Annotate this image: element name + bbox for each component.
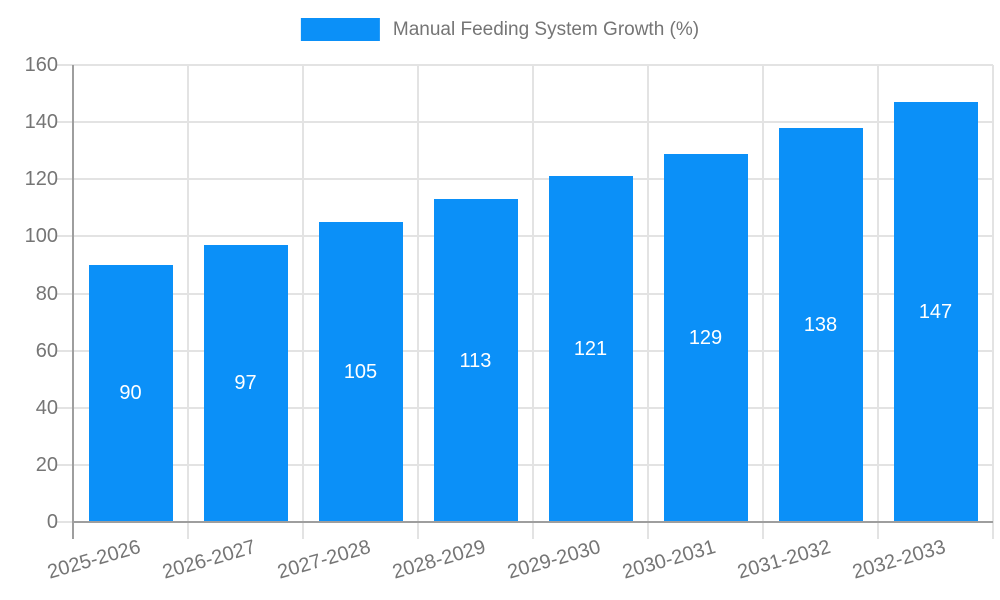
bar-value-label: 138 [803, 313, 838, 336]
bar: 113 [433, 199, 518, 522]
y-tick-label: 140 [24, 111, 58, 134]
y-tick-label: 100 [24, 225, 58, 248]
y-axis-tick [56, 235, 73, 238]
bar: 97 [203, 244, 288, 522]
y-axis-tick [56, 349, 73, 352]
chart-legend: Manual Feeding System Growth (%) [300, 18, 700, 41]
x-axis-line [73, 521, 993, 523]
bar-value-label: 113 [459, 349, 492, 372]
gridline-vertical [647, 65, 649, 522]
bar-value-label: 129 [688, 326, 723, 349]
legend-label: Manual Feeding System Growth (%) [392, 18, 700, 40]
x-axis-tick [417, 522, 419, 539]
bar: 105 [318, 222, 403, 522]
x-axis-tick [532, 522, 534, 539]
bar: 129 [663, 153, 748, 522]
bar: 138 [778, 127, 863, 522]
bar: 90 [88, 264, 173, 522]
bar-value-label: 97 [234, 372, 257, 395]
y-axis-tick [56, 463, 73, 466]
y-axis-tick [56, 406, 73, 409]
gridline-vertical [417, 65, 419, 522]
gridline-vertical [992, 65, 994, 522]
bar-value-label: 147 [918, 301, 953, 324]
gridline-vertical [762, 65, 764, 522]
y-axis-tick [56, 121, 73, 124]
y-tick-label: 80 [35, 282, 58, 305]
gridline-vertical [877, 65, 879, 522]
y-tick-label: 160 [24, 54, 58, 76]
x-axis-tick [877, 522, 879, 539]
y-axis-tick [56, 178, 73, 181]
y-tick-label: 20 [35, 453, 58, 476]
bar-value-label: 105 [343, 361, 378, 384]
y-tick-label: 40 [35, 396, 58, 419]
y-axis-tick [56, 521, 73, 523]
y-tick-label: 0 [46, 511, 58, 533]
bar: 121 [548, 176, 633, 522]
gridline-vertical [532, 65, 534, 522]
y-axis-tick [56, 292, 73, 295]
y-tick-label: 60 [35, 339, 58, 362]
gridline-vertical [302, 65, 304, 522]
x-axis-tick [647, 522, 649, 539]
x-axis-tick [992, 522, 994, 539]
x-axis-tick [762, 522, 764, 539]
y-tick-label: 120 [24, 168, 58, 191]
bar: 147 [893, 102, 978, 522]
y-axis-tick [56, 64, 73, 66]
y-axis-line [72, 65, 74, 539]
bar-value-label: 121 [573, 338, 608, 361]
bar-value-label: 90 [119, 382, 142, 405]
x-axis-tick [302, 522, 304, 539]
gridline-vertical [187, 65, 189, 522]
legend-swatch [300, 18, 380, 41]
x-axis-tick [187, 522, 189, 539]
